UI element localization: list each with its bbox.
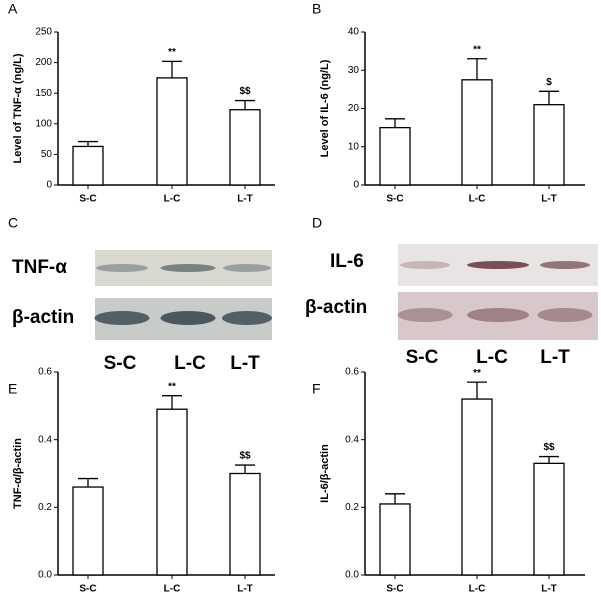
blot-band (222, 311, 272, 325)
y-tick-label: 0.0 (38, 570, 52, 581)
blot-band (223, 264, 271, 272)
blot-band (467, 261, 529, 269)
annotation: ** (168, 47, 176, 58)
x-tick-label: L-T (237, 194, 253, 205)
y-tick-label: 0.0 (345, 570, 359, 581)
lane-label: L-C (476, 347, 508, 368)
bar (72, 145, 104, 186)
panel-label: D (312, 215, 322, 231)
panel-label: C (8, 215, 18, 231)
bar (533, 462, 565, 576)
y-tick-label: 100 (35, 118, 52, 129)
x-tick-label: L-C (164, 194, 181, 205)
x-tick-label: L-C (469, 194, 486, 205)
y-axis-label: IL-6/β-actin (319, 444, 331, 503)
bar (229, 472, 261, 576)
blot-band (397, 308, 453, 322)
y-tick-label: 50 (41, 149, 53, 160)
y-axis-label: TNF-α/β-actin (12, 438, 24, 509)
lane-label: L-T (230, 353, 260, 374)
bar (379, 503, 411, 576)
annotation: ** (473, 368, 481, 379)
x-tick-label: L-C (164, 584, 181, 595)
blot-band (467, 308, 529, 322)
lane-label: S-C (104, 353, 137, 374)
bar (379, 126, 411, 186)
x-tick-label: S-C (386, 194, 403, 205)
lane-label: S-C (406, 347, 439, 368)
x-tick-label: S-C (79, 194, 96, 205)
blot-band (160, 264, 216, 272)
y-tick-label: 20 (348, 103, 360, 114)
y-tick-label: 10 (348, 141, 360, 152)
bar (156, 77, 188, 186)
y-axis-label: Level of TNF-α (ng/L) (12, 53, 24, 163)
y-tick-label: 250 (35, 27, 52, 38)
bar (461, 79, 493, 186)
y-tick-label: 150 (35, 88, 52, 99)
y-tick-label: 0.6 (38, 367, 52, 378)
panel-label: E (8, 381, 17, 397)
bar (229, 109, 261, 186)
y-axis-label: Level of IL-6 (ng/L) (319, 59, 331, 157)
bar (533, 104, 565, 186)
blot-band (537, 308, 593, 322)
blot-row-label: TNF-α (12, 257, 67, 278)
y-tick-label: 0.4 (38, 434, 52, 445)
panel-label: F (312, 381, 321, 397)
y-tick-label: 0 (46, 180, 52, 191)
blot-row-label: β-actin (305, 297, 367, 318)
blot-band (94, 311, 150, 325)
annotation: $$ (239, 451, 251, 462)
panel-label: A (8, 1, 18, 17)
blot-band (400, 261, 450, 269)
y-tick-label: 30 (348, 65, 360, 76)
y-tick-label: 0.4 (345, 434, 359, 445)
y-tick-label: 0.2 (345, 502, 359, 513)
annotation: $$ (543, 442, 555, 453)
blot-band (540, 261, 590, 269)
lane-label: L-C (174, 353, 206, 374)
bar (461, 398, 493, 576)
annotation: $$ (239, 86, 251, 97)
x-tick-label: S-C (79, 584, 96, 595)
y-tick-label: 0 (353, 180, 359, 191)
blot-row-label: β-actin (12, 307, 74, 328)
bar (72, 486, 104, 576)
annotation: ** (473, 44, 481, 55)
blot-band (160, 311, 216, 325)
annotation: ** (168, 381, 176, 392)
y-tick-label: 0.6 (345, 367, 359, 378)
panel-label: B (312, 1, 321, 17)
y-tick-label: 0.2 (38, 502, 52, 513)
x-tick-label: L-T (237, 584, 253, 595)
bar (156, 408, 188, 576)
x-tick-label: L-C (469, 584, 486, 595)
y-tick-label: 40 (348, 27, 360, 38)
x-tick-label: L-T (541, 584, 557, 595)
x-tick-label: L-T (541, 194, 557, 205)
blot-strip (398, 292, 598, 340)
annotation: $ (546, 77, 552, 88)
lane-label: L-T (540, 347, 570, 368)
blot-row-label: IL-6 (330, 251, 364, 272)
x-tick-label: S-C (386, 584, 403, 595)
y-tick-label: 200 (35, 57, 52, 68)
blot-band (96, 264, 148, 272)
